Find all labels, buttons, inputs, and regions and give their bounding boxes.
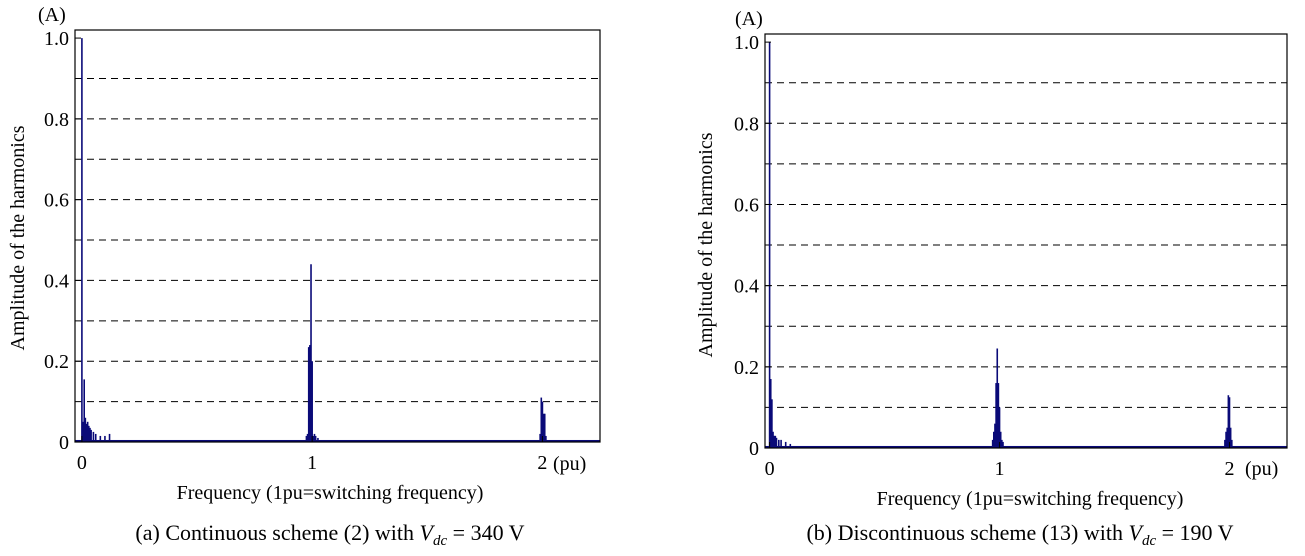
panel-b-y-tick-label: 0.8 [734,113,759,135]
panel-a-x-tick-label: 1 [307,452,317,474]
panel-b-caption-sub: dc [1142,533,1157,549]
panel-a-y-tick-label: 0 [59,432,69,454]
panel-b-plot: 0 0.2 0.4 0.6 0.8 1.0 0 1 2 [734,32,1288,480]
panel-b-x-tick-label: 2 [1225,458,1235,480]
panel-a-caption-sub: dc [433,533,448,549]
panel-b-x-unit: (pu) [1245,458,1278,480]
panel-b-caption-var: V [1128,520,1144,545]
panel-a-x-tick-label: 0 [77,452,87,474]
panel-a-caption: (a) Continuous scheme (2) with Vdc = 340… [135,520,524,549]
panel-a-y-axis-label: Amplitude of the harmonics [7,125,29,350]
panel-a-x-tick-label: 2 [537,452,547,474]
panel-b-x-tick-label: 1 [995,458,1005,480]
panel-b-caption-suffix: = 190 V [1156,520,1234,545]
panel-a-axes-frame [74,29,601,443]
panel-b-y-axis-label: Amplitude of the harmonics [695,132,717,357]
panel-a-noise-floor [75,439,600,442]
panel-b-axes-frame [764,33,1288,449]
panel-a-y-unit: (A) [38,4,66,26]
panel-b-x-axis-label: Frequency (1pu=switching frequency) [877,488,1184,510]
panel-b-y-tick-label: 0 [749,438,759,460]
panel-b-noise-floor [765,445,1287,448]
panel-a-caption-var: V [420,520,436,545]
panel-b-y-tick-label: 0.6 [734,194,759,216]
panel-b-y-tick-label: 1.0 [734,32,759,54]
panel-b-y-tick-label: 0.4 [734,276,759,298]
panel-a-plot: 0 0.2 0.4 0.6 0.8 1.0 0 1 2 [44,28,601,474]
panel-a-y-tick-label: 0.8 [44,109,69,131]
panel-a-x-axis-label: Frequency (1pu=switching frequency) [177,482,484,504]
panel-b-y-unit: (A) [735,8,763,30]
panel-a-y-tick-label: 0.2 [44,351,69,373]
panel-b-x-tick-label: 0 [765,458,775,480]
panel-b-y-tick-label: 0.2 [734,357,759,379]
panel-a-caption-prefix: (a) Continuous scheme (2) with [135,520,419,545]
panel-a: (A) Amplitude of the harmonics 0 0.2 0.4 0.… [7,4,601,549]
panel-b-caption-prefix: (b) Discontinuous scheme (13) with [806,520,1128,545]
panel-b: (A) Amplitude of the harmonics 0 0.2 0.4 0.… [695,8,1288,549]
panel-a-y-tick-label: 1.0 [44,28,69,50]
panel-a-y-tick-label: 0.6 [44,190,69,212]
panel-a-x-unit: (pu) [553,453,586,475]
panel-a-y-tick-label: 0.4 [44,270,69,292]
panel-a-caption-suffix: = 340 V [447,520,525,545]
panel-b-caption: (b) Discontinuous scheme (13) with Vdc =… [806,520,1233,549]
